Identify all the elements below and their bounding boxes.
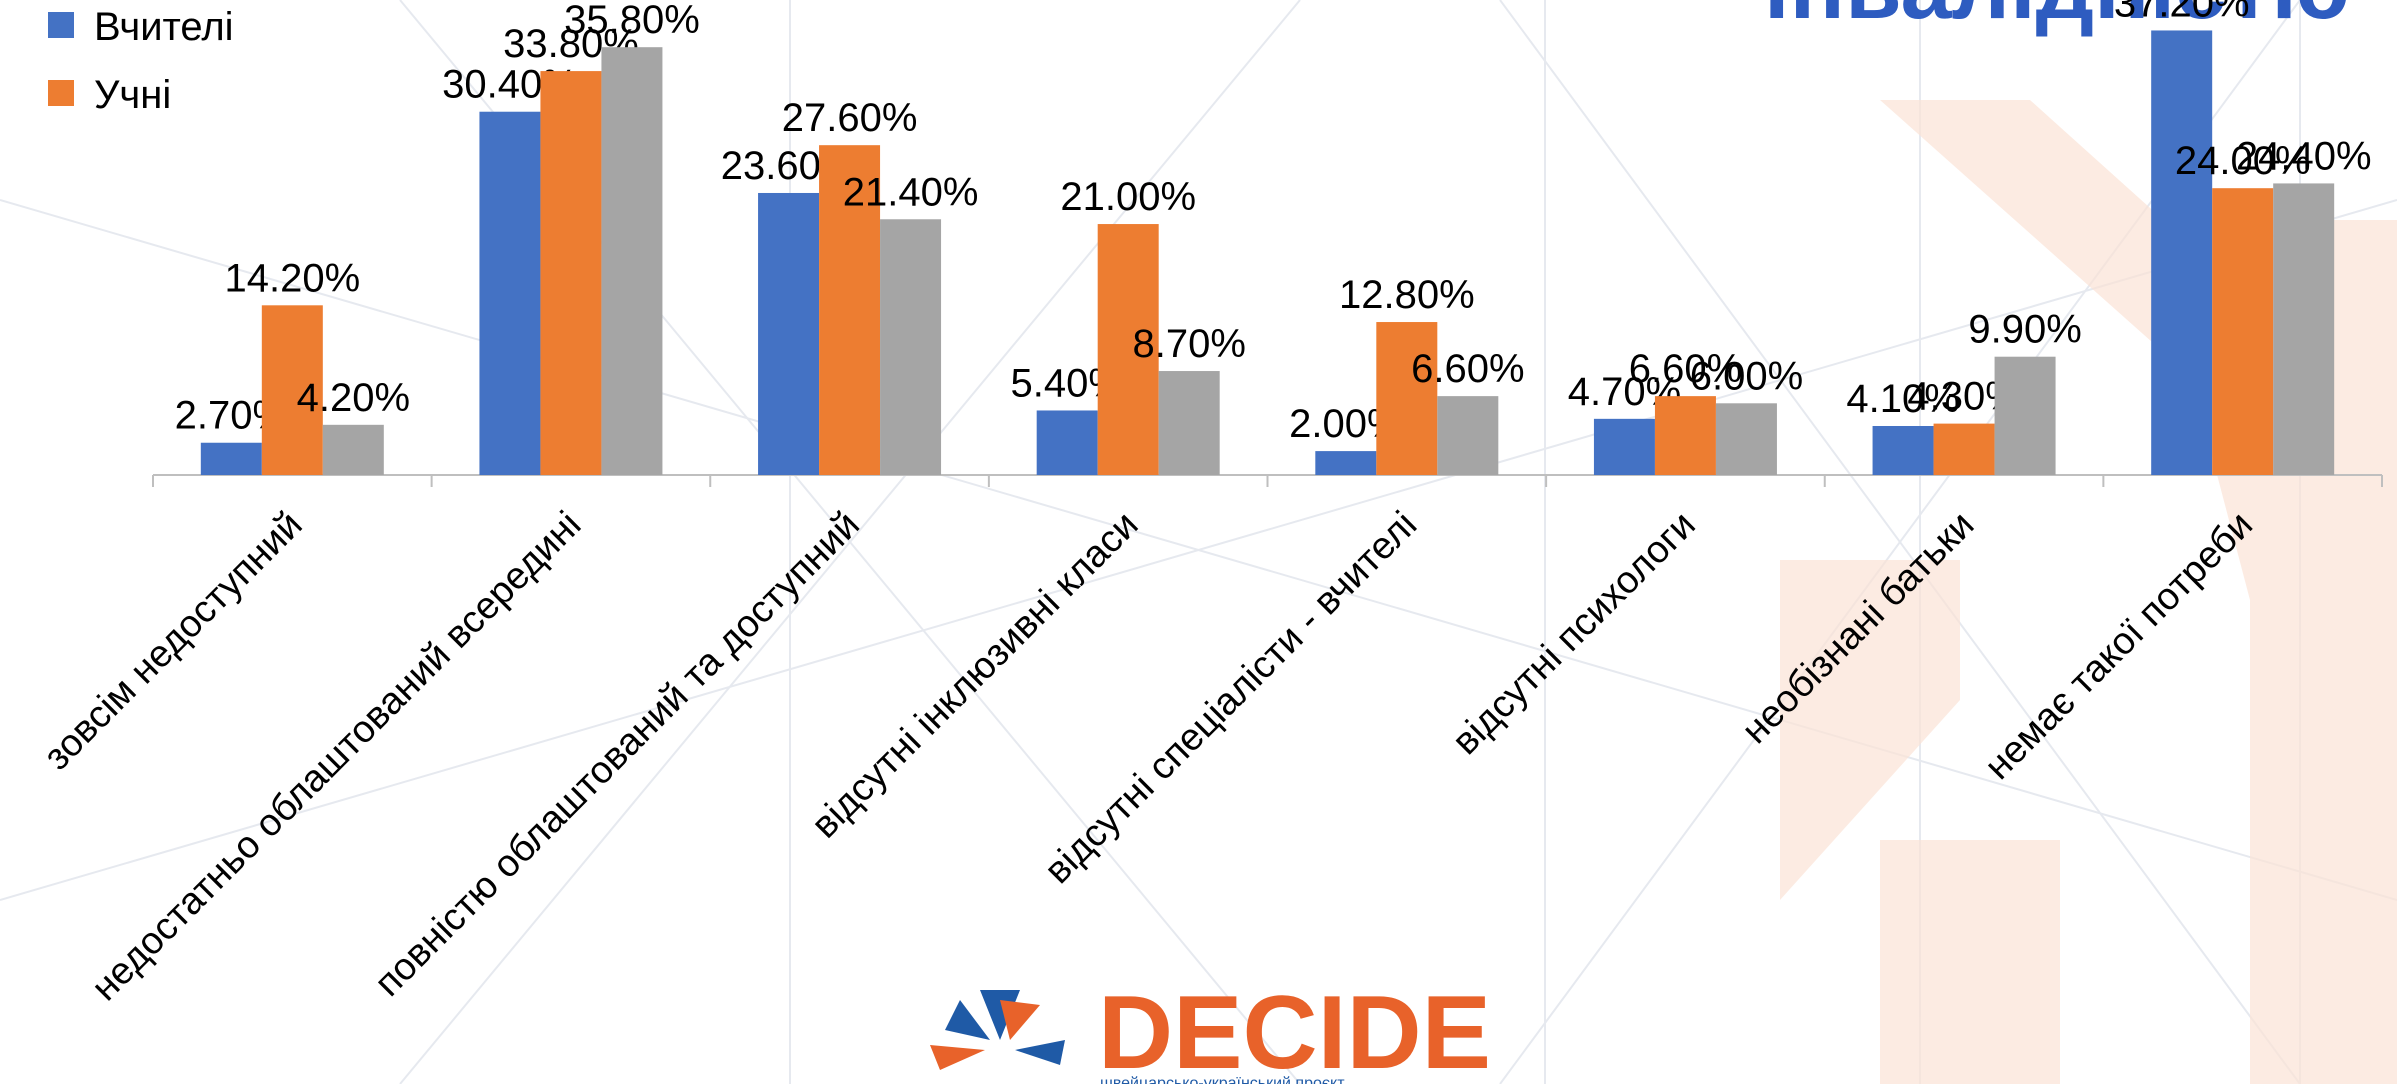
logo: DECIDE швейцарсько-український проєкт	[930, 975, 1491, 1084]
data-label: 24.40%	[2236, 134, 2372, 178]
bar	[2212, 188, 2273, 475]
bar	[1995, 357, 2056, 475]
bar	[1716, 403, 1777, 475]
bar	[2273, 183, 2334, 475]
data-label: 27.60%	[782, 96, 918, 140]
data-label: 21.40%	[843, 170, 979, 214]
legend: Вчителі Учні	[48, 0, 278, 136]
data-label: 12.80%	[1339, 273, 1475, 317]
data-label: 6.60%	[1411, 347, 1524, 391]
x-tick-label: зовсім недоступний	[36, 504, 311, 779]
legend-swatch	[48, 12, 74, 38]
data-label: 9.90%	[1968, 308, 2081, 352]
data-label: 6.00%	[1690, 354, 1803, 398]
legend-item: Учні	[48, 68, 278, 122]
logo-name: DECIDE	[1098, 975, 1491, 1084]
bar	[1159, 371, 1220, 475]
bar	[201, 443, 262, 475]
chart-title: інвалідністю	[1764, 0, 2350, 38]
x-tick-label: недостатньо облаштований всередині	[84, 504, 590, 1010]
bar	[540, 71, 601, 475]
slide: {"chart_data": {"type": "bar", "title": …	[0, 0, 2397, 1084]
bar	[1437, 396, 1498, 475]
legend-swatch	[48, 80, 74, 106]
bar	[2151, 30, 2212, 475]
bar	[1315, 451, 1376, 475]
bar	[1934, 424, 1995, 475]
x-tick-label: немає такої потреби	[1977, 504, 2261, 788]
bar	[1037, 410, 1098, 475]
legend-label: Вчителі	[94, 0, 264, 54]
bar	[479, 112, 540, 475]
bar	[1376, 322, 1437, 475]
bar	[1594, 419, 1655, 475]
data-label: 35.80%	[564, 0, 700, 42]
bar	[1873, 426, 1934, 475]
bar	[880, 219, 941, 475]
x-tick-label: відсутні інклюзивні класи	[804, 504, 1147, 847]
bar	[1655, 396, 1716, 475]
bar	[601, 47, 662, 475]
legend-label: Учні	[94, 68, 264, 122]
data-label: 37.20%	[2114, 0, 2250, 25]
chart: інвалідністю зовсім недоступний2.70%14.2…	[0, 0, 2397, 1084]
bar	[758, 193, 819, 475]
data-label: 14.20%	[224, 256, 360, 300]
data-label: 4.20%	[297, 376, 410, 420]
legend-item: Вчителі	[48, 0, 278, 54]
x-tick-label: повністю облаштований та доступний	[367, 504, 868, 1005]
data-label: 8.70%	[1132, 322, 1245, 366]
logo-icon	[930, 990, 1065, 1070]
data-label: 21.00%	[1060, 175, 1196, 219]
bar	[323, 425, 384, 475]
logo-tagline: швейцарсько-український проєкт	[1100, 1075, 1345, 1084]
